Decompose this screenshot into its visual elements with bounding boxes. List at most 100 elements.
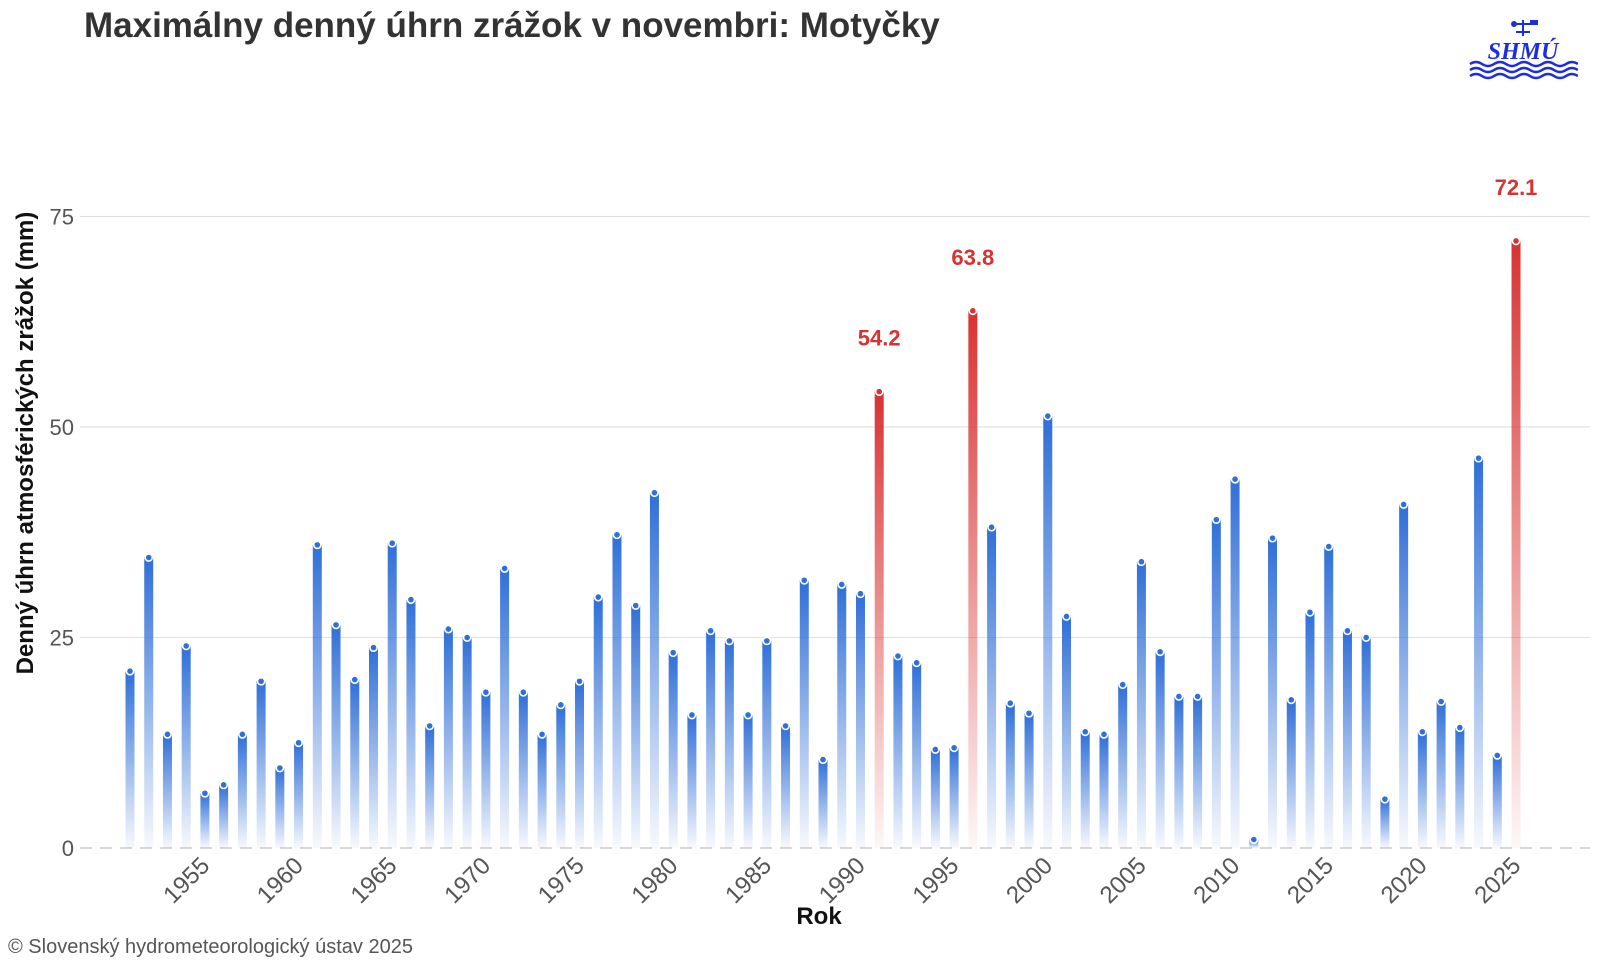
bar-cap-2006 [1155, 647, 1165, 657]
bar-cap-1954 [181, 641, 191, 651]
bar-cap-1957 [237, 729, 247, 739]
bar-cap-1953 [163, 729, 172, 739]
bar-1977 [612, 534, 622, 848]
bar-cap-1986 [781, 721, 790, 731]
bar-cap-2016 [1343, 626, 1352, 636]
bar-2020 [1417, 731, 1427, 848]
y-tick-label: 50 [50, 415, 74, 440]
x-tick-label: 1980 [627, 852, 684, 909]
x-axis-title: Rok [796, 903, 842, 930]
x-axis-ticks: 1955 1960 1965 1970 1975 1980 1985 1990 1995 2000… [158, 852, 1526, 909]
bar-cap-1988 [818, 755, 828, 764]
bar-cap-1978 [631, 601, 641, 610]
bar-1981 [687, 714, 697, 848]
x-tick-label: 1990 [814, 852, 871, 909]
bar-2025 [1511, 240, 1521, 849]
x-tick-label: 1995 [908, 852, 965, 909]
bar-cap-1962 [331, 620, 341, 630]
copyright: © Slovenský hydrometeorologický ústav 20… [8, 936, 413, 958]
bar-cap-1993 [912, 658, 922, 668]
bar-cap-1983 [724, 636, 734, 646]
bar-cap-2018 [1380, 794, 1390, 804]
bar-caps [125, 236, 1521, 844]
bar-cap-1995 [949, 743, 959, 753]
bar-cap-1966 [406, 595, 416, 605]
bar-2013 [1286, 699, 1296, 848]
bar-2022 [1455, 727, 1465, 848]
bar-cap-1984 [743, 710, 753, 720]
bar-cap-2012 [1268, 533, 1277, 543]
bar-cap-1985 [762, 636, 772, 646]
x-tick-label: 2005 [1095, 852, 1152, 909]
bar-1970 [481, 692, 491, 848]
x-tick-label: 2025 [1469, 852, 1526, 909]
x-tick-label: 2015 [1282, 852, 1339, 909]
bar-cap-1982 [706, 626, 716, 636]
bar-1963 [350, 679, 360, 848]
x-tick-label: 1975 [533, 852, 590, 909]
x-tick-label: 2020 [1376, 852, 1433, 909]
bar-cap-2011 [1249, 835, 1259, 844]
y-tick-label: 75 [50, 205, 74, 230]
x-tick-label: 1985 [720, 852, 777, 909]
bar-1986 [781, 725, 791, 848]
bar-1995 [949, 747, 959, 848]
bar-1975 [575, 681, 585, 848]
bar-1991 [874, 391, 884, 848]
bar-2024 [1492, 755, 1502, 848]
bar-cap-1998 [1005, 698, 1015, 708]
y-tick-label: 0 [62, 836, 74, 861]
y-axis-title: Denný úhrn atmosférických zrážok (mm) [12, 212, 39, 675]
bar-cap-1958 [256, 676, 266, 686]
bar-cap-2020 [1417, 727, 1427, 737]
bar-cap-1959 [275, 763, 285, 773]
bar-1962 [331, 624, 341, 848]
bar-cap-2021 [1436, 697, 1446, 706]
bar-cap-1991 [874, 387, 884, 397]
bar-2005 [1136, 561, 1146, 848]
bar-cap-2005 [1137, 557, 1146, 567]
bar-2010 [1230, 479, 1240, 848]
bar-1955 [200, 793, 210, 848]
bar-2014 [1305, 612, 1315, 848]
bar-1958 [256, 681, 266, 848]
bar-1997 [987, 527, 997, 848]
bar-cap-1960 [294, 738, 303, 748]
bar-1980 [668, 652, 678, 848]
bar-1960 [294, 742, 304, 848]
x-tick-label: 1970 [439, 852, 496, 909]
bar-1968 [443, 629, 453, 848]
bar-1972 [518, 692, 528, 848]
bar-1966 [406, 599, 416, 848]
bar-1993 [912, 662, 922, 848]
bar-cap-1951 [125, 666, 135, 676]
bar-1967 [425, 725, 435, 848]
bar-2016 [1342, 630, 1352, 848]
bar-cap-2015 [1324, 542, 1334, 551]
bar-cap-1969 [462, 633, 472, 642]
x-tick-label: 1955 [158, 852, 215, 909]
bar-2017 [1361, 637, 1371, 848]
bar-cap-1996 [968, 306, 978, 316]
y-tick-label: 25 [50, 626, 74, 651]
bar-cap-1973 [537, 729, 547, 739]
bar-1983 [724, 640, 734, 848]
bar-cap-1999 [1024, 708, 1034, 718]
bar-1961 [312, 544, 322, 848]
value-label-1991: 54.2 [858, 326, 901, 351]
bar-1973 [537, 734, 547, 848]
bar-1957 [237, 734, 247, 848]
bar-cap-1972 [518, 687, 528, 697]
bar-2019 [1399, 504, 1409, 848]
bar-1976 [593, 597, 603, 848]
bar-cap-1992 [893, 651, 903, 661]
bar-cap-2010 [1230, 474, 1240, 484]
bar-cap-2000 [1043, 411, 1053, 421]
bar-2001 [1062, 616, 1071, 848]
bar-cap-2025 [1511, 236, 1521, 246]
bar-1982 [706, 630, 716, 848]
bar-cap-1979 [650, 488, 659, 498]
bar-2000 [1043, 416, 1053, 848]
bar-1989 [837, 584, 847, 848]
